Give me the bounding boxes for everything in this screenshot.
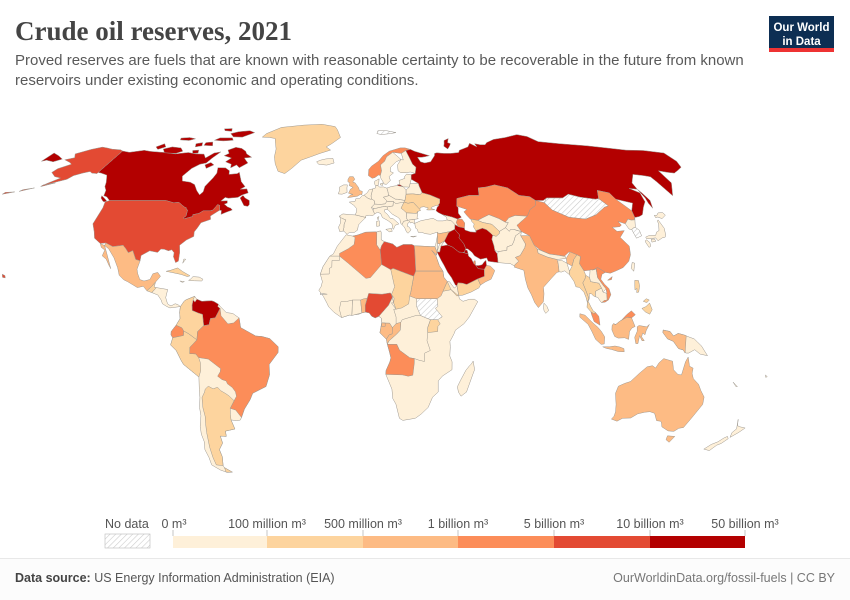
svg-text:5 billion m³: 5 billion m³ xyxy=(524,517,584,531)
svg-text:0 m³: 0 m³ xyxy=(162,517,187,531)
svg-text:10 billion m³: 10 billion m³ xyxy=(616,517,683,531)
svg-text:500 million m³: 500 million m³ xyxy=(324,517,402,531)
svg-text:100 million m³: 100 million m³ xyxy=(228,517,306,531)
svg-text:50 billion m³: 50 billion m³ xyxy=(711,517,778,531)
svg-text:No data: No data xyxy=(105,517,149,531)
svg-text:1 billion m³: 1 billion m³ xyxy=(428,517,488,531)
